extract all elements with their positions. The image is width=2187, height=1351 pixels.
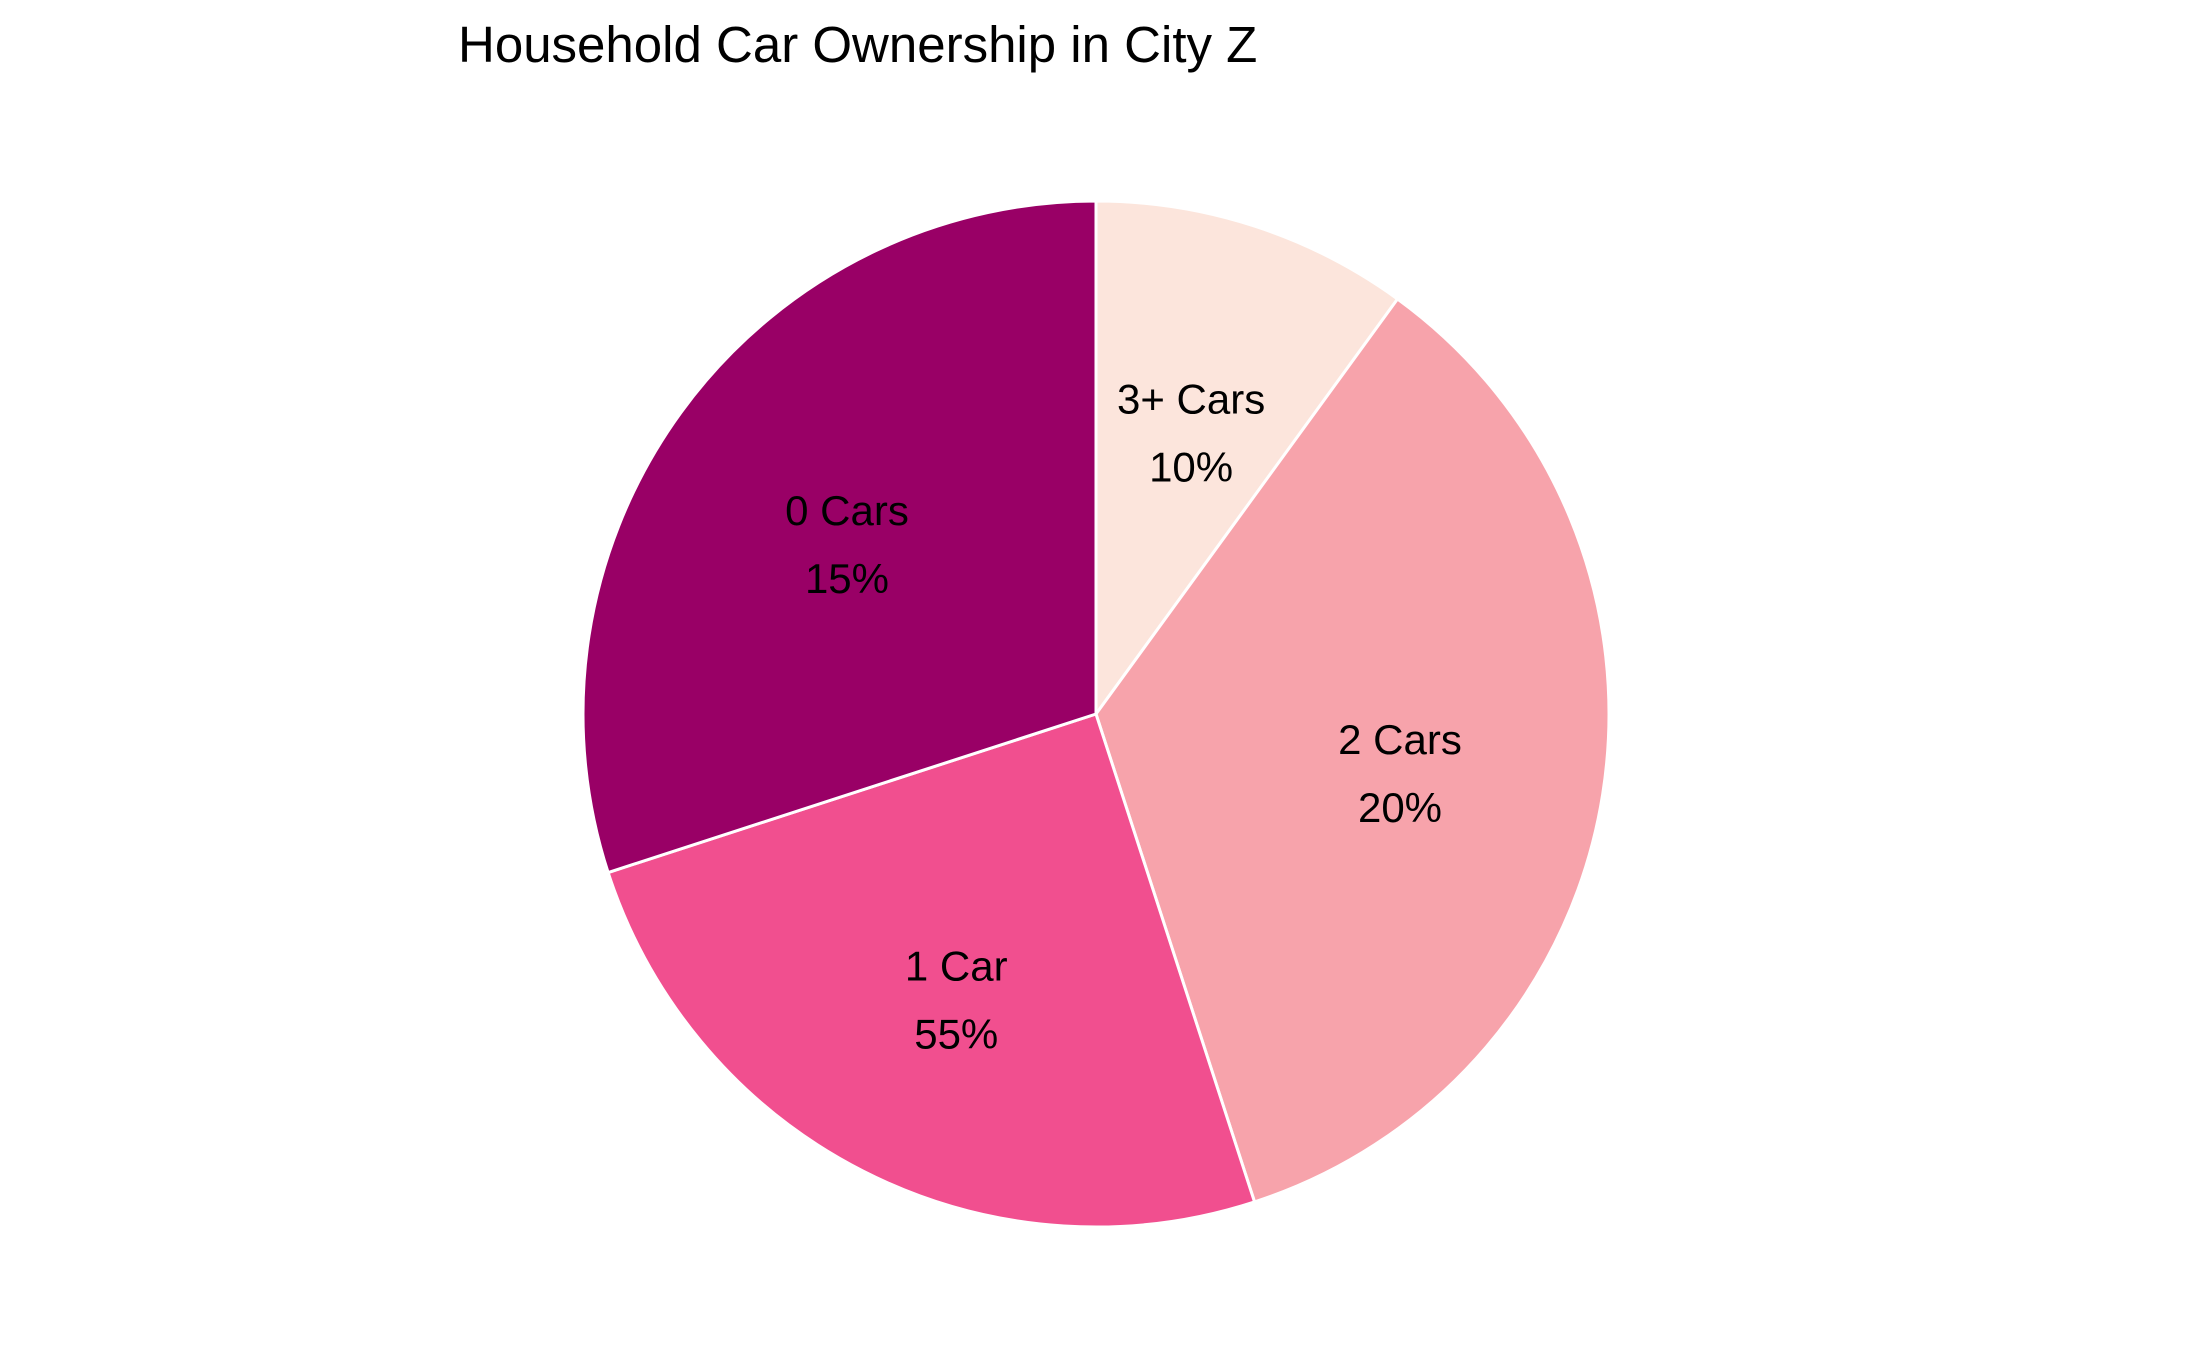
pie-slice-3plus-cars: [1094, 199, 1400, 716]
pie-slice-1-car: [606, 712, 1257, 1229]
slice-percent-3plus-cars: 10%: [1149, 443, 1233, 490]
chart-title: Household Car Ownership in City Z: [458, 16, 1258, 73]
pie-slice-0-cars: [581, 199, 1098, 875]
slice-label-0-cars: 0 Cars: [785, 487, 909, 534]
slice-label-3plus-cars: 3+ Cars: [1117, 375, 1265, 422]
pie-slice-2-cars: [1094, 297, 1611, 1204]
slice-label-1-car: 1 Car: [905, 942, 1008, 989]
slice-percent-2-cars: 20%: [1358, 784, 1442, 831]
slice-label-2-cars: 2 Cars: [1338, 716, 1462, 763]
slice-percent-0-cars: 15%: [805, 555, 889, 602]
slice-percent-1-car: 55%: [914, 1010, 998, 1057]
